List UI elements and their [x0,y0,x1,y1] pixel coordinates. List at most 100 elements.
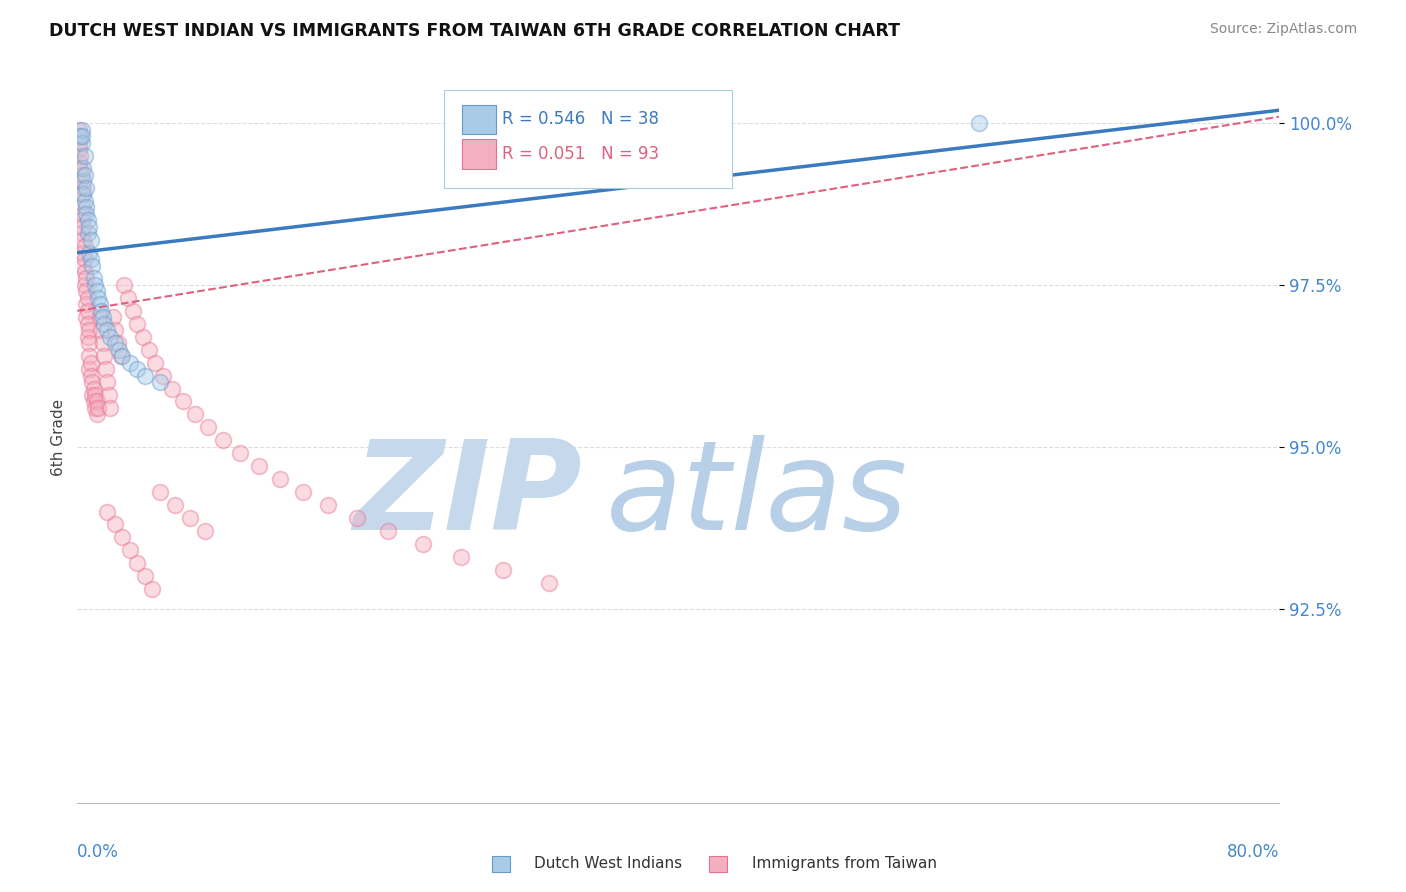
Point [163,498,186,512]
Point [134,569,156,583]
Point [104,323,127,337]
Point [346,511,368,525]
Point [491,563,513,577]
Point [82,259,104,273]
Point [82,375,104,389]
Point [145,356,167,370]
Point [76,291,98,305]
Point [450,549,472,564]
Point [80,252,103,266]
Text: R = 0.051   N = 93: R = 0.051 N = 93 [502,145,659,162]
Point [112,277,135,292]
Point [72,187,94,202]
Point [84,401,107,415]
Point [75,207,97,221]
Point [100,401,122,415]
Point [76,226,98,240]
Point [172,394,194,409]
Point [72,207,94,221]
Y-axis label: 6th Grade: 6th Grade [51,399,66,475]
Point [97,388,120,402]
Point [377,524,399,538]
Text: atlas: atlas [606,435,908,556]
Point [93,317,115,331]
Point [96,375,118,389]
Point [67,155,90,169]
Point [86,285,108,299]
Point [67,136,90,150]
Text: Source: ZipAtlas.com: Source: ZipAtlas.com [1209,22,1357,37]
Point [73,277,96,292]
Point [160,382,183,396]
Point [96,323,118,337]
Point [67,122,90,136]
Point [111,530,134,544]
Point [69,174,91,188]
Point [70,187,93,202]
Point [75,200,97,214]
Point [73,194,96,208]
Point [87,401,110,415]
Point [86,408,108,422]
Point [75,297,97,311]
Point [84,277,107,292]
Point [111,349,134,363]
Point [84,388,107,402]
Point [91,310,114,325]
Point [67,142,90,156]
Point [132,330,155,344]
FancyBboxPatch shape [463,139,496,169]
Point [70,213,93,227]
Bar [710,856,727,872]
Point [72,259,94,273]
Text: DUTCH WEST INDIAN VS IMMIGRANTS FROM TAIWAN 6TH GRADE CORRELATION CHART: DUTCH WEST INDIAN VS IMMIGRANTS FROM TAI… [49,22,900,40]
Point [94,362,117,376]
Point [69,148,91,162]
Point [122,303,145,318]
Point [134,368,156,383]
Bar [492,856,509,872]
Point [70,200,93,214]
Point [96,504,118,518]
Point [86,394,108,409]
Point [70,226,93,240]
Point [967,116,990,130]
Point [69,161,91,176]
Text: Dutch West Indians: Dutch West Indians [534,856,682,871]
Text: ZIP: ZIP [353,435,582,556]
Point [75,285,97,299]
Point [72,174,94,188]
Point [73,148,96,162]
Point [69,129,91,144]
Point [87,291,110,305]
Point [73,265,96,279]
Point [75,310,97,325]
Point [70,129,93,144]
FancyBboxPatch shape [444,90,733,188]
Point [72,161,94,176]
Point [127,557,149,571]
Point [152,368,174,383]
Point [149,485,172,500]
Point [100,330,122,344]
Point [117,291,139,305]
Point [108,343,131,357]
Point [90,303,112,318]
Point [104,517,127,532]
Point [72,181,94,195]
Point [75,181,97,195]
Point [72,219,94,234]
Point [83,271,105,285]
Point [83,394,105,409]
Point [103,310,125,325]
Point [93,349,115,363]
Point [118,543,141,558]
Point [104,336,127,351]
Point [76,330,98,344]
Point [138,343,160,357]
Point [118,356,141,370]
Point [316,498,339,512]
Point [89,297,111,311]
Point [110,349,132,363]
Point [80,356,103,370]
